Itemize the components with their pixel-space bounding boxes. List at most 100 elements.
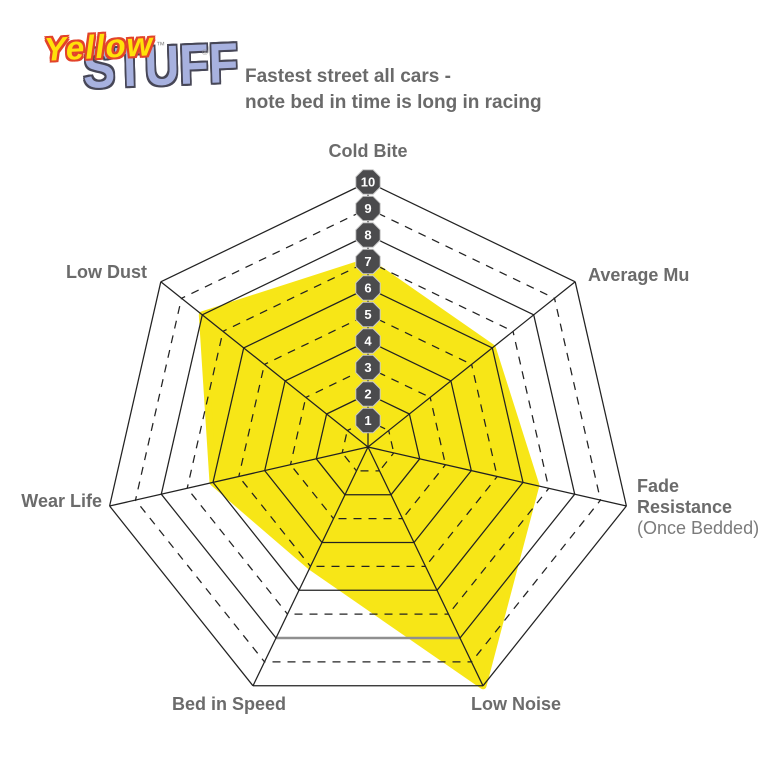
grid-ring-edge: [315, 458, 346, 496]
axis-spoke-wear-life: [109, 446, 369, 507]
grid-ring-edge: [512, 331, 550, 489]
logo-word-yellow: Yellow: [43, 25, 155, 68]
grid-ring-edge: [379, 452, 395, 472]
scale-badge-1: [355, 407, 381, 434]
axis-label-bed-in-speed: Bed in Speed: [172, 694, 286, 714]
subtitle-line-1: Fastest street all cars -: [245, 66, 451, 87]
grid-ring-edge: [367, 340, 452, 382]
grid-ring-edge: [134, 298, 183, 501]
grid-ring-edge: [212, 482, 300, 591]
grid-ring-edge: [341, 452, 357, 472]
grid-ring-edge: [284, 340, 369, 382]
axis-spoke-bed-in-speed: [252, 446, 369, 687]
grid-ring-edge: [574, 281, 628, 507]
axis-label-cold-bite: Cold Bite: [329, 141, 408, 161]
scale-badge-label-7: 7: [364, 254, 371, 269]
axis-spoke-fade-resistance: [367, 446, 627, 507]
grid-ring-edge: [459, 493, 576, 639]
grid-ring-edge: [367, 181, 576, 283]
grid-ring-edge: [408, 413, 421, 459]
grid-ring-edge: [341, 430, 348, 454]
grid-ring-edge: [367, 234, 534, 316]
yellowstuff-logo: STUFF Yellow ™ ®: [40, 18, 239, 128]
grid-ring-edge: [367, 207, 555, 299]
scale-badge-3: [355, 354, 381, 381]
grid-ring-edge: [160, 181, 369, 283]
grid-ring-edge: [402, 464, 446, 519]
scale-badge-label-1: 1: [364, 413, 371, 428]
scale-badge-2: [355, 381, 381, 407]
grid-ring-edge: [290, 464, 334, 519]
registered-symbol: ®: [202, 48, 208, 57]
scale-badge-10: [355, 169, 381, 195]
grid-ring-edge: [471, 499, 601, 663]
grid-rings: [108, 181, 628, 687]
grid-ring-edge: [388, 430, 395, 454]
axis-spoke-low-noise: [367, 446, 484, 687]
scale-badges: 1 2 3 4 5 6 7 8 9 10: [355, 169, 381, 434]
grid-ring-edge: [222, 260, 369, 332]
grid-ring-edge: [436, 482, 524, 591]
grid-ring-edge: [243, 287, 369, 349]
axis-label-wear-life: Wear Life: [21, 491, 102, 511]
scale-badge-7: [355, 248, 381, 275]
subtitle-line-2: note bed in time is long in racing: [245, 92, 542, 113]
grid-ring-edge: [390, 458, 421, 496]
grid-ring-edge: [367, 260, 514, 332]
grid-ring-edge: [212, 347, 245, 483]
axis-label-fade-resistance: Resistance: [637, 497, 732, 517]
axis-label-low-dust: Low Dust: [66, 262, 147, 282]
axis-label-low-noise: Low Noise: [471, 694, 561, 714]
scale-badge-label-5: 5: [364, 307, 371, 322]
grid-ring-edge: [181, 207, 369, 299]
grid-ring-edge: [533, 314, 576, 495]
grid-ring-edge: [448, 487, 550, 615]
grid-ring-edge: [160, 314, 203, 495]
grid-ring-edge: [425, 476, 498, 567]
grid-ring-edge: [264, 380, 286, 471]
chart-subtitle: Fastest street all cars - note bed in ti…: [245, 64, 542, 116]
grid-ring-edge: [482, 505, 627, 687]
grid-ring-edge: [108, 281, 162, 507]
grid-ring-edge: [238, 476, 311, 567]
scale-badge-label-3: 3: [364, 360, 371, 375]
grid-ring-edge: [491, 347, 524, 483]
grid-ring-edge: [186, 487, 288, 615]
grid-ring-edge: [289, 397, 307, 465]
scale-badge-label-6: 6: [364, 281, 371, 296]
axis-sublabel-fade-resistance: (Once Bedded): [637, 518, 759, 538]
scale-badge-6: [355, 275, 381, 301]
grid-ring-edge: [186, 331, 224, 489]
grid-ring-edge: [315, 413, 328, 459]
scale-badge-label-10: 10: [361, 175, 375, 190]
scale-badge-4: [355, 328, 381, 354]
scale-badge-label-2: 2: [364, 387, 371, 402]
grid-ring-edge: [367, 313, 472, 365]
scale-badge-label-8: 8: [364, 228, 371, 243]
axis-spoke-average-mu: [367, 281, 576, 448]
grid-ring-edge: [264, 313, 369, 365]
grid-ring-edge: [413, 470, 472, 543]
grid-ring-edge: [429, 397, 447, 465]
grid-ring-edge: [135, 499, 265, 663]
axis-spoke-low-dust: [160, 281, 369, 448]
grid-ring-edge: [553, 298, 602, 501]
scale-badge-8: [355, 222, 381, 248]
grid-ring-edge: [264, 470, 323, 543]
grid-ring-edge: [202, 234, 369, 316]
grid-ring-edge: [238, 364, 266, 477]
axis-label-fade-resistance: Fade: [637, 476, 679, 496]
scale-badge-label-4: 4: [364, 334, 372, 349]
series-polygon-yellowstuff: [198, 258, 540, 690]
grid-ring-edge: [367, 287, 493, 349]
scale-badge-5: [355, 301, 381, 328]
grid-ring-edge: [450, 380, 472, 471]
scale-badge-9: [355, 195, 381, 222]
trademark-symbol: ™: [156, 40, 165, 50]
grid-ring-edge: [160, 493, 277, 639]
grid-ring-edge: [109, 505, 254, 687]
scale-badge-label-9: 9: [364, 201, 371, 216]
